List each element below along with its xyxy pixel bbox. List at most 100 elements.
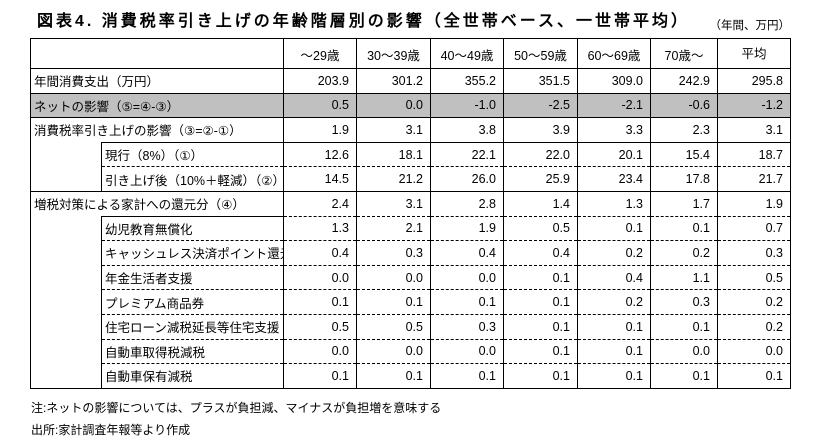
data-cell: 0.1 (650, 216, 718, 242)
data-cell: 0.1 (503, 265, 578, 291)
table-row: 消費税率引き上げの影響（③=②-①） 1.9 3.1 3.8 3.9 3.3 2.3 3.1 (30, 117, 791, 143)
data-cell: 0.1 (577, 216, 651, 242)
data-cell: 2.4 (283, 191, 357, 217)
data-cell: 0.5 (503, 216, 578, 242)
data-cell: 0.0 (283, 265, 357, 291)
data-cell: 0.7 (717, 216, 791, 242)
data-cell: 0.1 (650, 314, 718, 340)
table-row: 年金生活者支援 0.0 0.0 0.0 0.1 0.4 1.1 0.5 (31, 265, 791, 291)
data-cell: 0.2 (717, 289, 791, 315)
data-cell: 26.0 (430, 166, 504, 192)
data-cell: 0.1 (577, 339, 651, 365)
row-label: ネットの影響（⑤=④-③） (30, 93, 284, 119)
data-cell: 22.0 (503, 142, 578, 168)
impact-table: ～29歳 30～39歳 40～49歳 50～59歳 60～69歳 70歳～ 平均 年間消費支… (30, 38, 791, 389)
data-cell: 3.3 (577, 117, 651, 143)
data-cell: 0.1 (650, 363, 718, 389)
data-cell: 3.1 (356, 117, 431, 143)
data-cell: 0.1 (283, 363, 357, 389)
data-cell: -2.1 (577, 93, 651, 119)
data-cell: 2.1 (356, 216, 431, 242)
footer-notes: 注:ネットの影響については、プラスが負担減、マイナスが負担増を意味する 出所:家… (31, 397, 441, 441)
data-cell: 1.9 (717, 191, 791, 217)
column-header-4: 60～69歳 (577, 38, 651, 69)
table-row: 住宅ローン減税延長等住宅支援 0.5 0.5 0.3 0.1 0.1 0.1 0.2 (31, 314, 791, 340)
data-cell: 23.4 (577, 166, 651, 192)
data-cell: 21.7 (717, 166, 791, 192)
row-label: 消費税率引き上げの影響（③=②-①） (30, 117, 284, 143)
data-cell: 1.9 (283, 117, 357, 143)
data-cell: 12.6 (283, 142, 357, 168)
data-cell: 0.1 (717, 363, 791, 389)
data-cell: 351.5 (503, 68, 578, 94)
data-cell: 0.1 (283, 289, 357, 315)
data-cell: 1.3 (283, 216, 357, 242)
data-cell: 0.0 (283, 339, 357, 365)
data-cell: 0.0 (356, 93, 431, 119)
unit-note: （年間、万円） (709, 20, 791, 32)
data-cell: 0.0 (430, 265, 504, 291)
column-header-2: 40～49歳 (430, 38, 504, 69)
sub-row-label: 自動車取得税減税 (101, 339, 284, 365)
data-cell: 22.1 (430, 142, 504, 168)
column-header-3: 50～59歳 (503, 38, 578, 69)
sub-row-label: 現行（8%）（①） (101, 141, 284, 168)
data-cell: 0.1 (503, 339, 578, 365)
data-cell: 301.2 (356, 68, 431, 94)
sub-row-label: 住宅ローン減税延長等住宅支援 (101, 314, 284, 340)
data-cell: -1.2 (717, 93, 791, 119)
data-cell: 21.2 (356, 166, 431, 192)
data-cell: 17.8 (650, 166, 718, 192)
data-cell: 3.1 (717, 117, 791, 143)
data-cell: 0.3 (650, 289, 718, 315)
data-cell: 0.3 (430, 314, 504, 340)
data-cell: 2.3 (650, 117, 718, 143)
data-cell: 0.1 (577, 363, 651, 389)
data-cell: 15.4 (650, 142, 718, 168)
data-cell: 0.3 (356, 240, 431, 266)
sub-row-label: 自動車保有減税 (101, 363, 284, 389)
data-cell: 0.0 (717, 339, 791, 365)
data-cell: 0.2 (717, 314, 791, 340)
data-cell: 0.5 (283, 93, 357, 119)
data-cell: 0.4 (503, 240, 578, 266)
indent-spacer-cell (30, 142, 102, 192)
data-cell: 0.1 (356, 363, 431, 389)
data-cell: 0.2 (577, 240, 651, 266)
data-cell: 0.2 (650, 240, 718, 266)
data-cell: 1.7 (650, 191, 718, 217)
data-cell: 0.1 (430, 289, 504, 315)
table-row: 増税対策による家計への還元分（④） 2.4 3.1 2.8 1.4 1.3 1.7 1.9 (30, 191, 791, 217)
table-row: 自動車取得税減税 0.0 0.0 0.0 0.1 0.1 0.0 0.0 (31, 339, 791, 365)
data-cell: 3.1 (356, 191, 431, 217)
data-cell: 3.8 (430, 117, 504, 143)
data-cell: 0.5 (283, 314, 357, 340)
table-row: 現行（8%）（①） 12.6 18.1 22.1 22.0 20.1 15.4 18.7 (30, 141, 791, 192)
data-cell: 355.2 (430, 68, 504, 94)
data-cell: 3.9 (503, 117, 578, 143)
data-cell: 0.2 (577, 289, 651, 315)
data-cell: 203.9 (283, 68, 357, 94)
data-cell: -1.0 (430, 93, 504, 119)
table-row: キャッシュレス決済ポイント還元 0.4 0.3 0.4 0.4 0.2 0.2 0.3 (31, 240, 791, 266)
data-cell: 0.0 (356, 265, 431, 291)
data-cell: 20.1 (577, 142, 651, 168)
note-text: 注:ネットの影響については、プラスが負担減、マイナスが負担増を意味する (31, 401, 442, 415)
column-header-0: ～29歳 (283, 38, 357, 69)
row-label: 年間消費支出（万円） (30, 68, 284, 94)
data-cell: 1.4 (503, 191, 578, 217)
data-cell: 0.4 (283, 240, 357, 266)
indent-spacer-cell (30, 216, 102, 389)
table-row: ネットの影響（⑤=④-③） 0.5 0.0 -1.0 -2.5 -2.1 -0.6 -1.2 (30, 93, 791, 119)
data-cell: 0.1 (356, 289, 431, 315)
data-cell: 0.3 (717, 240, 791, 266)
data-cell: -0.6 (650, 93, 718, 119)
data-cell: 1.1 (650, 265, 718, 291)
source-text: 出所:家計調査年報等より作成 (31, 423, 191, 437)
sub-row-label: 幼児教育無償化 (101, 215, 284, 242)
data-cell: 0.0 (356, 339, 431, 365)
data-cell: 0.1 (430, 363, 504, 389)
figure-title: 図表4. 消費税率引き上げの年齢階層別の影響（全世帯ベース、一世帯平均） (37, 13, 690, 30)
row-label: 増税対策による家計への還元分（④） (30, 191, 284, 217)
